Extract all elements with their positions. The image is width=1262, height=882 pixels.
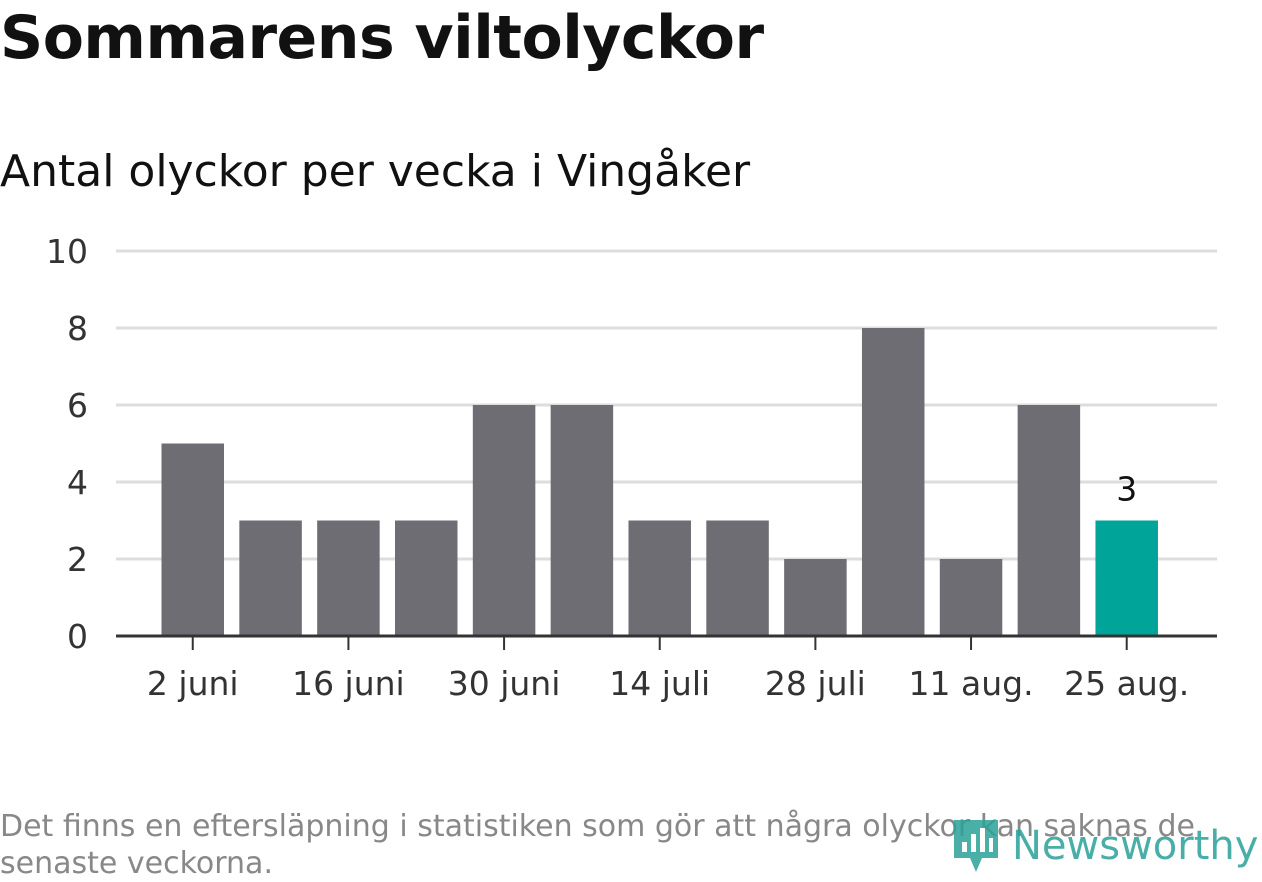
bar: [628, 520, 691, 636]
x-tick-label: 16 juni: [292, 664, 405, 703]
brand-logo: Newsworthy: [952, 818, 1258, 874]
x-tick-label: 25 aug.: [1064, 664, 1189, 703]
bar-chart: 0 2 4 6 8 10 2 juni 16 juni 30 juni 14 juli 28 ju…: [46, 232, 1217, 703]
y-tick-label: 6: [67, 386, 88, 425]
y-tick-label: 4: [67, 463, 88, 502]
y-tick-label: 8: [67, 309, 88, 348]
newsworthy-logo-icon: [954, 820, 998, 872]
bar: [317, 520, 380, 636]
bar: [394, 520, 458, 636]
y-tick-label: 10: [46, 232, 88, 271]
bars: [161, 328, 1158, 636]
bar: [239, 520, 302, 636]
x-axis-ticks: 2 juni 16 juni 30 juni 14 juli 28 juli 11 aug…: [147, 636, 1189, 703]
bar: [939, 559, 1003, 636]
bar: [161, 443, 224, 636]
y-tick-label: 2: [67, 540, 88, 579]
x-tick-label: 2 juni: [147, 664, 239, 703]
chart-title: Sommarens viltolyckor: [0, 3, 764, 73]
bar: [706, 520, 769, 636]
x-tick-label: 11 aug.: [909, 664, 1034, 703]
brand-name: Newsworthy: [1012, 823, 1259, 869]
bar: [861, 328, 925, 636]
chart-subtitle: Antal olyckor per vecka i Vingåker: [0, 146, 751, 197]
x-tick-label: 14 juli: [609, 664, 710, 703]
bar: [1017, 405, 1081, 636]
bar: [550, 405, 614, 636]
x-tick-label: 28 juli: [765, 664, 866, 703]
y-tick-label: 0: [67, 617, 88, 656]
bar: [784, 559, 847, 636]
data-label: 3: [1116, 470, 1137, 509]
bar: [1095, 520, 1158, 636]
bar: [472, 405, 536, 636]
y-axis-ticks: 0 2 4 6 8 10: [46, 232, 88, 656]
data-labels: 3: [1116, 470, 1137, 509]
x-tick-label: 30 juni: [448, 664, 561, 703]
